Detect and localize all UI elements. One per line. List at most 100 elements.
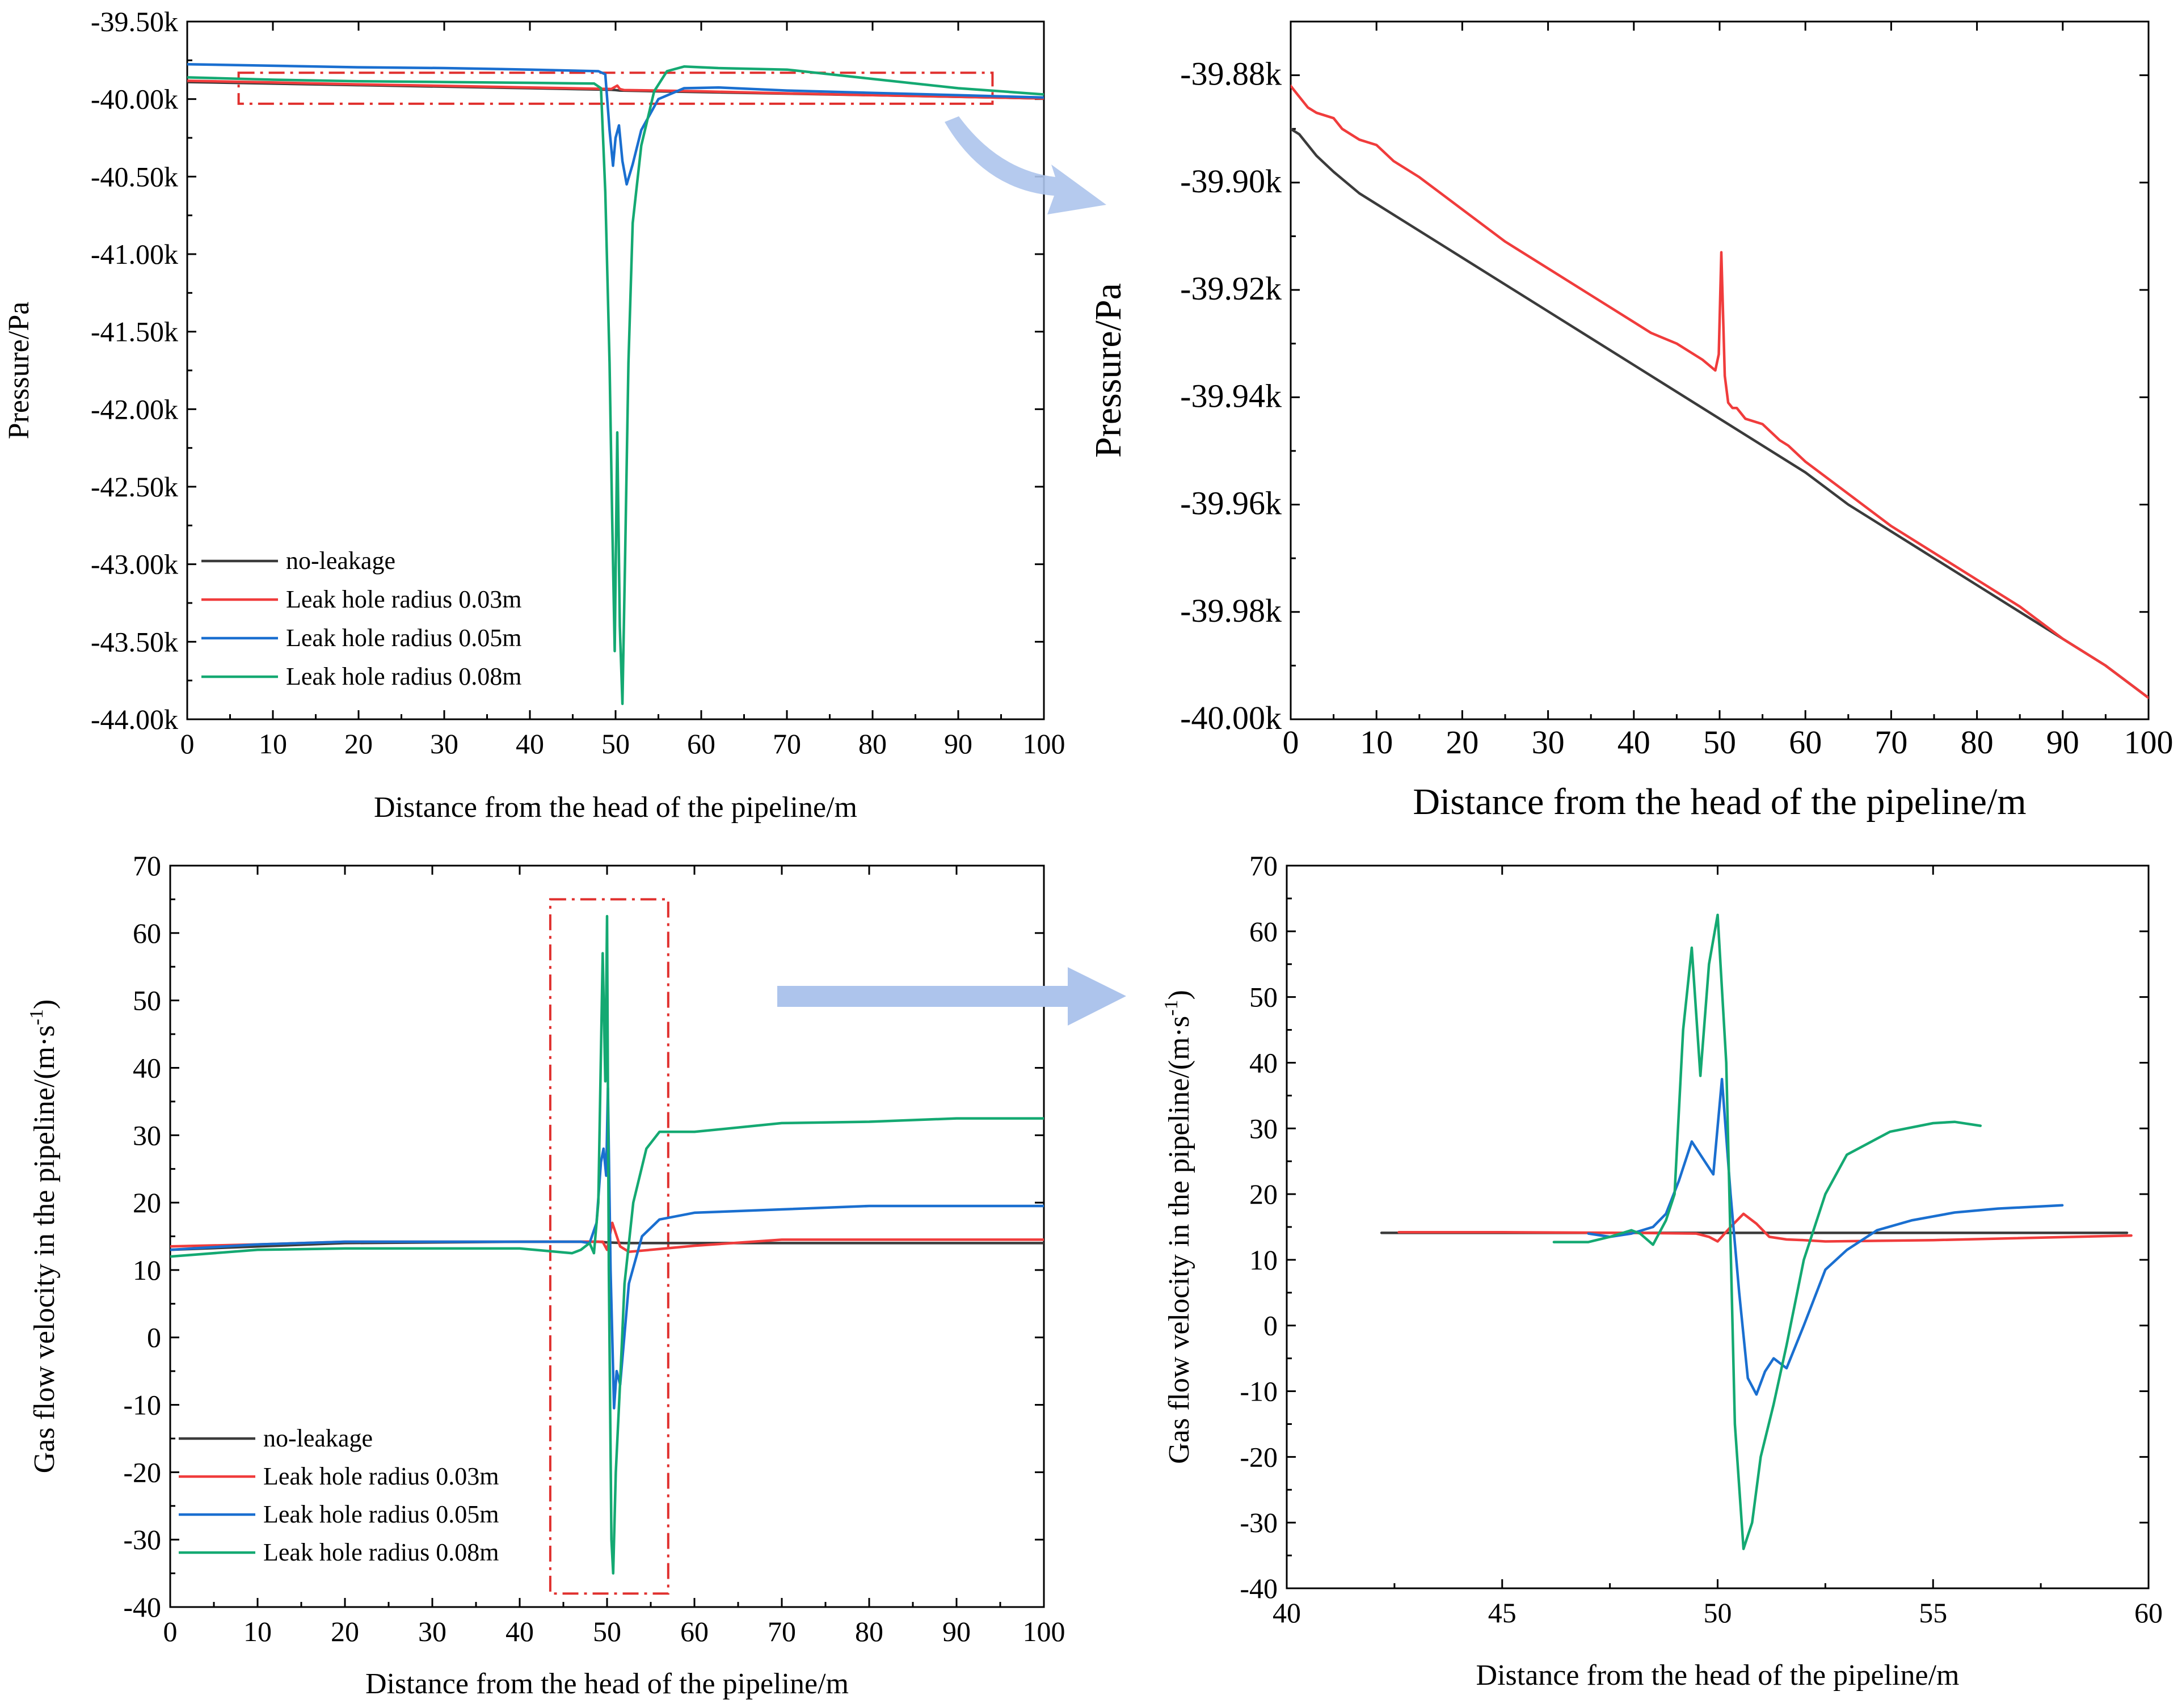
y-tick-label: -40	[1240, 1572, 1278, 1604]
x-axis-title: Distance from the head of the pipeline/m	[1476, 1659, 1960, 1692]
series-line-r003	[1397, 1212, 2133, 1243]
series-line-r005	[187, 62, 1044, 186]
x-tick-label: 0	[1283, 724, 1299, 761]
y-axis-title-main: Pressure/Pa	[1088, 283, 1129, 458]
y-tick-label: -39.88k	[1180, 56, 1282, 92]
y-tick-label: 50	[1249, 981, 1278, 1013]
y-tick-label: -39.92k	[1180, 270, 1282, 307]
x-axis-title: Distance from the head of the pipeline/m	[1413, 781, 2026, 823]
x-tick-label: 90	[944, 728, 972, 760]
series-line-r008	[187, 65, 1044, 705]
y-tick-label: 60	[1249, 916, 1278, 947]
x-tick-label: 60	[2134, 1597, 2163, 1629]
y-axis-title-superscript: -1	[1161, 1000, 1182, 1016]
y-tick-label: 0	[147, 1322, 161, 1353]
y-tick-label: -39.90k	[1180, 163, 1282, 200]
arrow-top-shape	[945, 116, 1106, 214]
y-tick-label: 70	[133, 850, 161, 882]
x-tick-label: 45	[1488, 1597, 1517, 1629]
x-tick-label: 100	[1023, 728, 1065, 760]
chart-top-left: 0 10 20 30 40 50 60 70 80 90 100 -44.00k -43.50k -43.…	[3, 6, 1065, 824]
x-tick-label: 50	[593, 1616, 621, 1647]
legend-label-r003: Leak hole radius 0.03m	[263, 1462, 499, 1490]
arrow-bottom	[777, 967, 1126, 1026]
series-line-r005	[1587, 1078, 2064, 1396]
x-tick-label: 40	[1273, 1597, 1301, 1629]
y-tick-label: -41.50k	[91, 316, 178, 348]
y-axis-title: Pressure/Pa	[3, 302, 35, 440]
y-tick-label: -20	[123, 1456, 161, 1488]
legend-label-r008: Leak hole radius 0.08m	[286, 663, 521, 690]
y-tick-label: -30	[1240, 1507, 1278, 1538]
y-tick-label: -20	[1240, 1441, 1278, 1473]
series-line-r003	[170, 1221, 1044, 1254]
x-tick-label: 20	[344, 728, 373, 760]
x-tick-label: 50	[1704, 1597, 1732, 1629]
x-tick-label: 100	[2124, 724, 2173, 761]
legend: no-leakage Leak hole radius 0.03m Leak hol…	[179, 1424, 499, 1566]
legend-label-no_leakage: no-leakage	[263, 1424, 373, 1452]
x-tick-label: 60	[1789, 724, 1822, 761]
y-tick-label: 40	[1249, 1047, 1278, 1078]
y-tick-label: -39.50k	[91, 6, 178, 37]
y-tick-label: 20	[1249, 1178, 1278, 1210]
chart-panels: 0 10 20 30 40 50 60 70 80 90 100-44.00k-43.50k-43.…	[3, 6, 2173, 1700]
x-tick-label: 10	[259, 728, 287, 760]
series-line-r003	[1291, 85, 2149, 699]
x-tick-label: 0	[163, 1616, 178, 1647]
y-axis-title-suffix: )	[1163, 990, 1195, 1000]
x-tick-label: 70	[768, 1616, 796, 1647]
y-tick-label: -10	[123, 1389, 161, 1421]
legend: no-leakage Leak hole radius 0.03m Leak hol…	[201, 547, 521, 690]
x-tick-label: 40	[506, 1616, 534, 1647]
x-axis-title: Distance from the head of the pipeline/m	[374, 791, 857, 824]
x-tick-label: 30	[418, 1616, 446, 1647]
legend-label-r008: Leak hole radius 0.08m	[263, 1538, 499, 1566]
series-group	[1291, 85, 2149, 699]
x-tick-label: 30	[430, 728, 458, 760]
series-line-no_leakage	[1291, 127, 2149, 699]
x-tick-label: 50	[1703, 724, 1736, 761]
series-line-r008	[1552, 913, 1982, 1550]
y-tick-label: -40	[123, 1591, 161, 1623]
x-tick-label: 10	[243, 1616, 272, 1647]
y-axis-title-suffix: )	[28, 1000, 61, 1009]
y-tick-label: 60	[133, 917, 161, 949]
x-tick-label: 60	[687, 728, 715, 760]
y-tick-label: -39.94k	[1180, 377, 1282, 414]
chart-bottom-left: 0 10 20 30 40 50 60 70 80 90 100 -40 -30 -20 -10 0 10 20 3…	[26, 850, 1065, 1700]
x-tick-label: 60	[680, 1616, 709, 1647]
x-tick-label: 20	[1446, 724, 1478, 761]
y-axis-title-main: Pressure/Pa	[3, 302, 35, 440]
y-tick-label: -41.00k	[91, 238, 178, 270]
y-tick-label: -40.00k	[91, 83, 178, 115]
zoom-highlight-box	[237, 71, 994, 105]
y-tick-label: 20	[133, 1187, 161, 1218]
y-axis-title-superscript: -1	[26, 1009, 47, 1025]
x-tick-label: 0	[180, 728, 195, 760]
chart-top-right: 0 10 20 30 40 50 60 70 80 90 100 -40.00k -39.98k -39.…	[1088, 20, 2173, 823]
y-tick-label: 10	[1249, 1244, 1278, 1276]
x-tick-label: 10	[1360, 724, 1393, 761]
x-tick-label: 90	[942, 1616, 971, 1647]
x-tick-label: 90	[2046, 724, 2079, 761]
series-group	[187, 62, 1044, 705]
y-tick-label: -44.00k	[91, 703, 178, 735]
y-tick-label: -39.96k	[1180, 485, 1282, 522]
y-tick-label: 30	[1249, 1112, 1278, 1144]
plot-frame	[1286, 864, 2150, 1589]
plot-frame	[1290, 20, 2150, 720]
x-tick-label: 70	[773, 728, 801, 760]
x-tick-label: 80	[855, 1616, 883, 1647]
y-tick-label: -42.50k	[91, 471, 178, 503]
series-line-r003	[187, 79, 1044, 100]
x-tick-label: 30	[1532, 724, 1565, 761]
x-tick-label: 80	[1961, 724, 1994, 761]
series-group	[170, 914, 1044, 1575]
x-tick-label: 55	[1919, 1597, 1947, 1629]
y-tick-label: 70	[1249, 850, 1278, 882]
x-tick-label: 40	[1617, 724, 1650, 761]
y-tick-label: 40	[133, 1052, 161, 1083]
legend-label-r005: Leak hole radius 0.05m	[263, 1500, 499, 1528]
